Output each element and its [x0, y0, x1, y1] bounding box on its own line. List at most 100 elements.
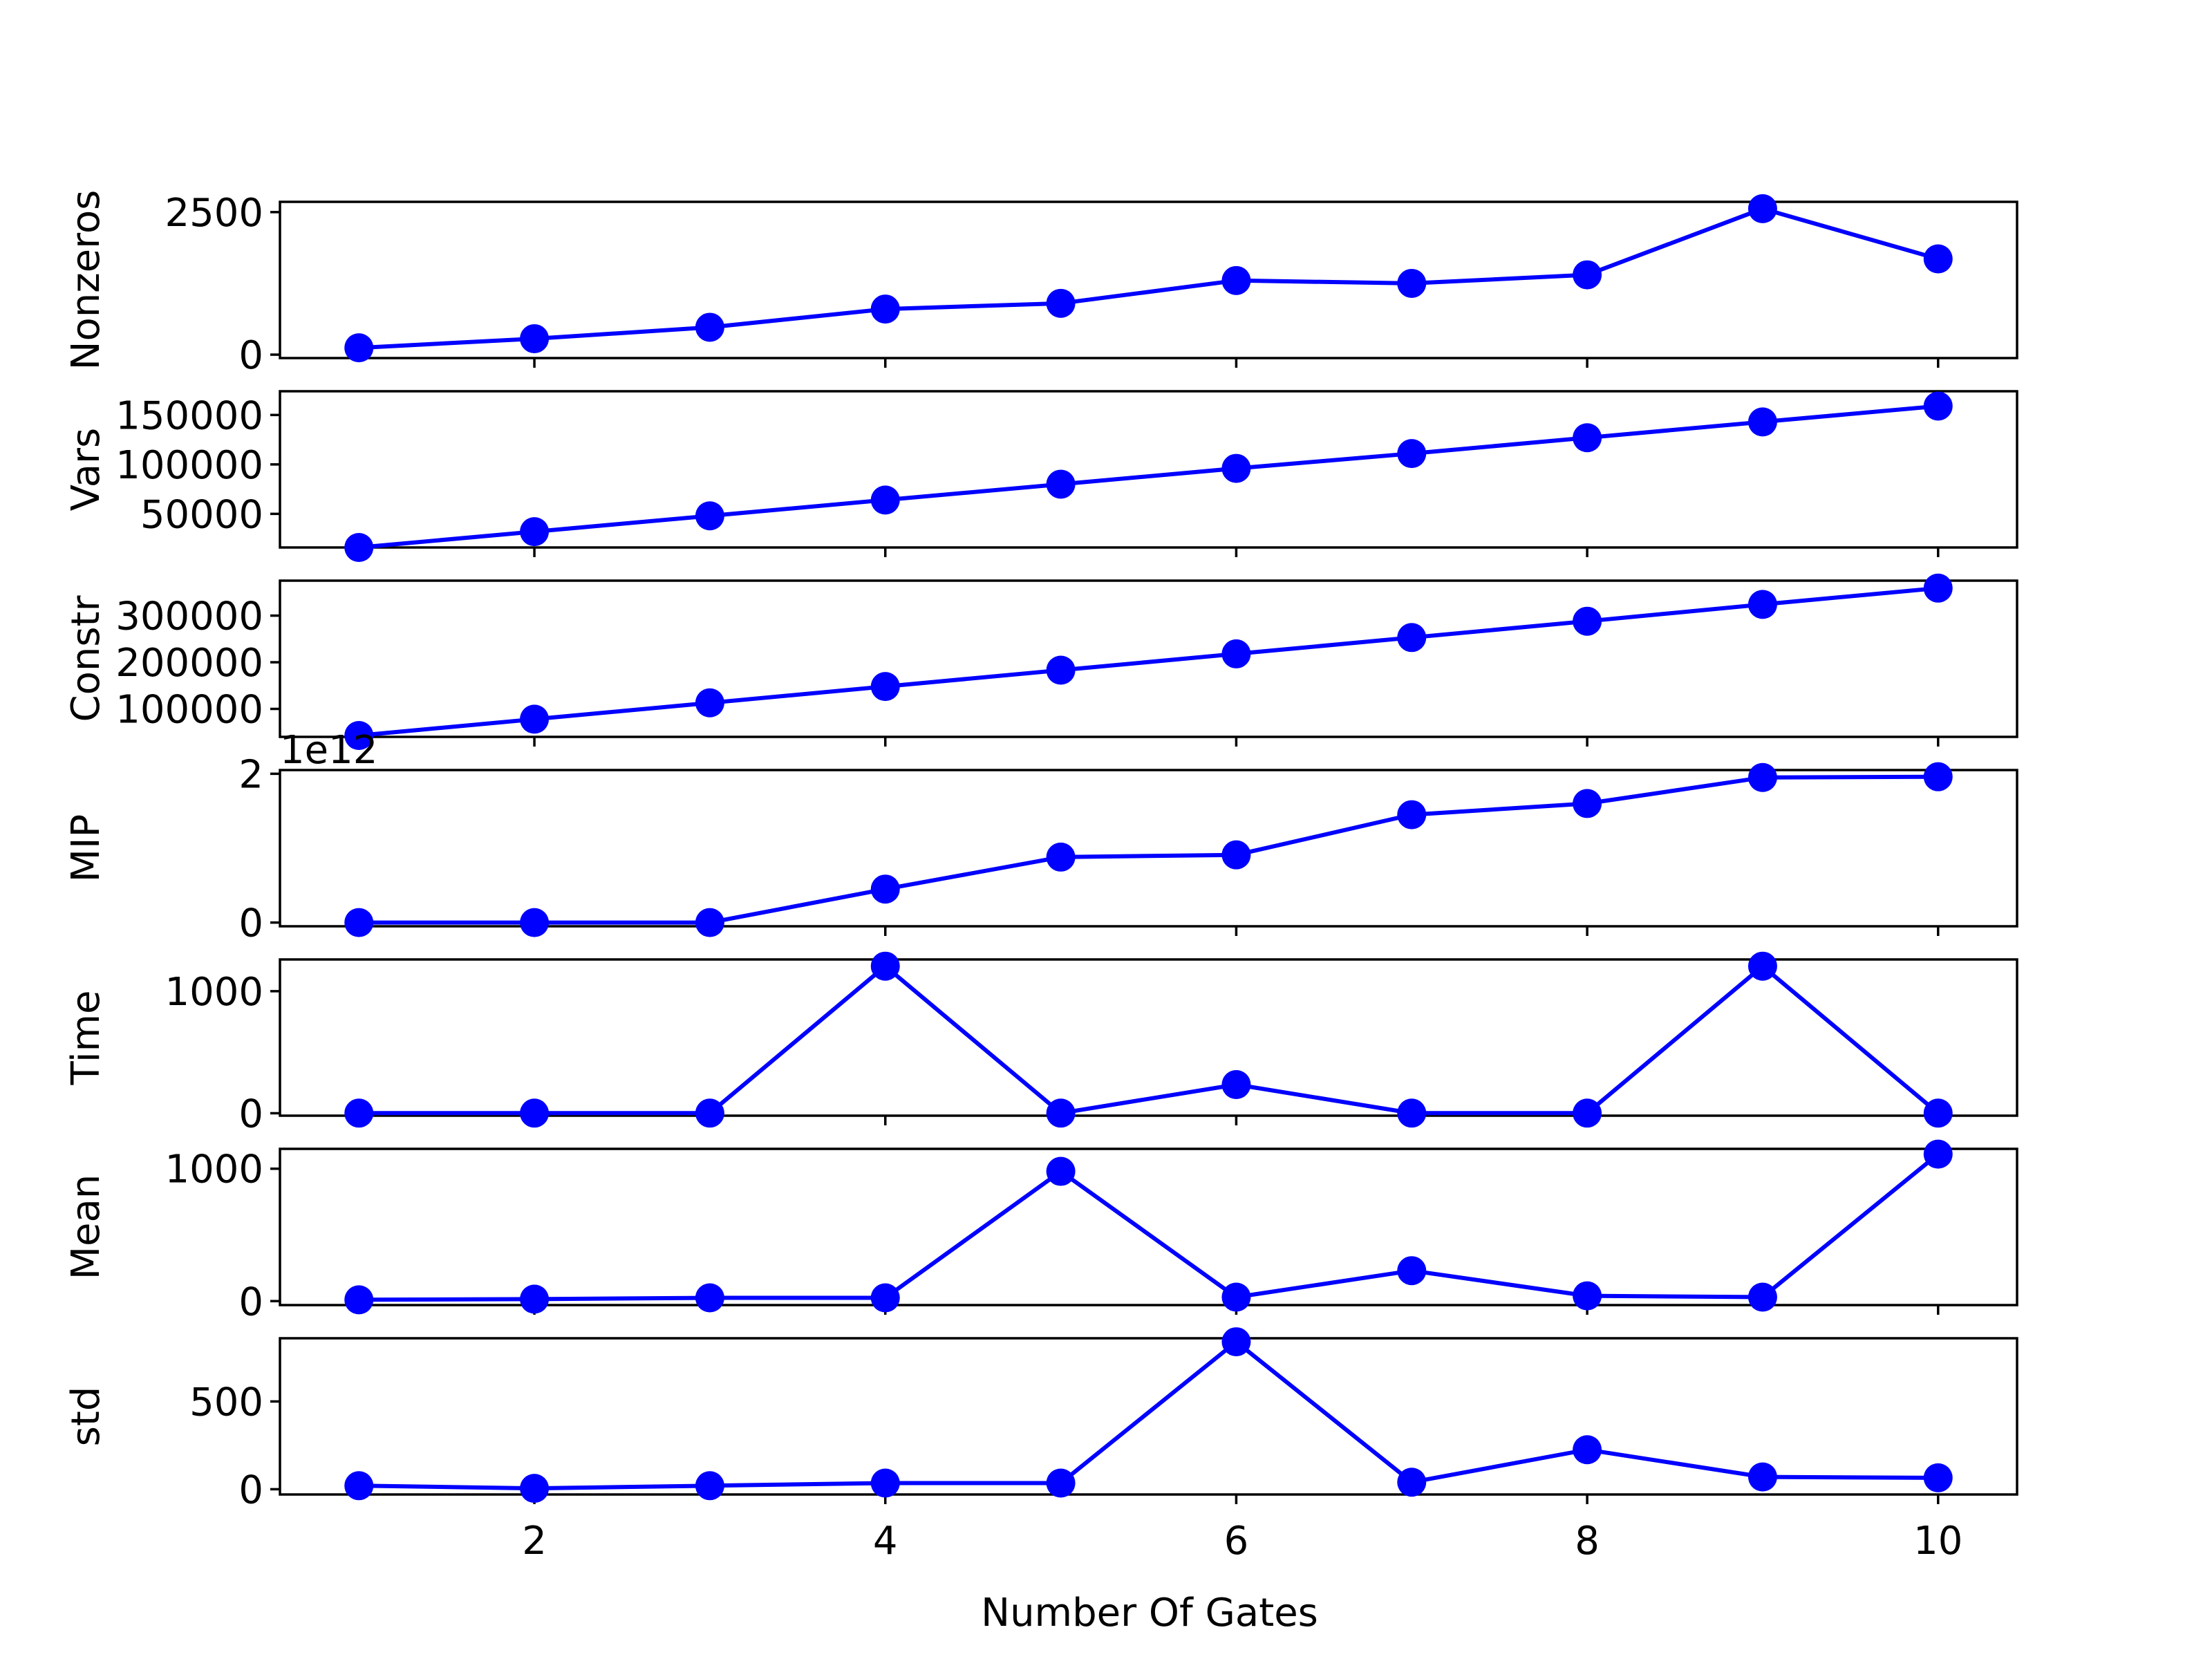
data-point [870, 951, 900, 981]
data-point [1397, 1468, 1427, 1497]
data-point [1397, 1098, 1427, 1128]
axes-frame [279, 579, 2018, 738]
data-point [1747, 590, 1777, 619]
series-line [357, 1152, 1940, 1302]
subplot-nonzeros: 0 2500 Nonzeros [64, 190, 2018, 378]
x-axis-label: Number Of Gates [981, 1591, 1318, 1635]
data-point [1046, 1156, 1076, 1186]
y-tick-label: 500 [189, 1380, 263, 1425]
data-point [1747, 407, 1777, 437]
axes-frame [279, 1147, 2018, 1306]
y-tick-label: 50000 [140, 492, 263, 537]
y-tick-label: 100000 [115, 443, 263, 488]
data-point [1747, 1462, 1777, 1492]
x-tick-label: 10 [1913, 1519, 1962, 1564]
data-point [1573, 423, 1602, 453]
data-point [520, 324, 550, 353]
data-point [695, 908, 724, 937]
series-line [357, 404, 1940, 550]
data-point [1397, 1256, 1427, 1286]
data-point [695, 501, 724, 531]
y-axis-label: Time [64, 990, 109, 1085]
data-point [344, 1098, 374, 1128]
data-point [870, 672, 900, 702]
data-point [695, 1283, 724, 1313]
axes-frame [279, 390, 2018, 549]
data-point [1046, 842, 1076, 872]
data-point [1573, 1098, 1602, 1128]
data-point [520, 908, 550, 937]
y-tick-label: 300000 [115, 594, 263, 639]
axes-frame [279, 769, 2018, 928]
data-point [1573, 1281, 1602, 1311]
data-point [1397, 268, 1427, 298]
y-tick-label: 0 [238, 333, 263, 378]
data-point [1046, 469, 1076, 499]
data-point [1221, 1069, 1251, 1099]
data-point [1747, 1282, 1777, 1312]
subplot-stack: 02500Nonzeros50000100000150000Vars100000… [64, 190, 2018, 1564]
data-point [1573, 260, 1602, 290]
series-line [357, 774, 1940, 925]
data-point [344, 333, 374, 363]
x-tick-label: 6 [1224, 1519, 1249, 1564]
y-tick-label: 1000 [165, 970, 263, 1015]
y-tick-label: 2500 [165, 191, 263, 236]
data-point [1221, 639, 1251, 668]
data-point [1397, 800, 1427, 830]
y-axis-label: MIP [64, 814, 109, 883]
data-point [1923, 1139, 1953, 1169]
data-point [344, 908, 374, 937]
data-point [1397, 439, 1427, 469]
y-tick-label: 200000 [115, 641, 263, 686]
data-point [1923, 573, 1953, 603]
data-point [1221, 1282, 1251, 1312]
data-point [1397, 623, 1427, 653]
axes-frame [279, 1337, 2018, 1496]
series-line [357, 964, 1940, 1116]
y-tick-label: 0 [238, 901, 263, 946]
data-point [870, 485, 900, 515]
x-tick-label: 2 [522, 1519, 547, 1564]
data-point [695, 1098, 724, 1128]
axes-frame [279, 200, 2018, 359]
data-point [1046, 655, 1076, 685]
data-point [1221, 1327, 1251, 1357]
data-point [344, 1285, 374, 1315]
y-tick-label: 1000 [165, 1147, 263, 1192]
x-tick-label: 4 [873, 1519, 898, 1564]
y-tick-label: 100000 [115, 688, 263, 733]
data-point [1221, 840, 1251, 870]
series-line [357, 585, 1940, 738]
data-point [1923, 391, 1953, 421]
subplot-mean: 0 1000 Mean [64, 1139, 2018, 1324]
data-point [1046, 1468, 1076, 1498]
y-tick-label: 0 [238, 1280, 263, 1324]
data-point [695, 1471, 724, 1501]
data-point [1747, 194, 1777, 223]
y-tick-label: 0 [238, 1468, 263, 1512]
subplot-std: 0 500 2 4 6 8 10 std [64, 1327, 2018, 1564]
series-line [357, 206, 1940, 350]
y-axis-label: Constr [64, 595, 109, 722]
data-point [1573, 606, 1602, 636]
data-point [520, 1284, 550, 1314]
x-tick-label: 8 [1575, 1519, 1600, 1564]
data-point [1221, 265, 1251, 295]
y-offset-label: 1e12 [280, 728, 377, 773]
data-point [344, 533, 374, 562]
data-point [520, 517, 550, 547]
data-point [1923, 244, 1953, 274]
y-tick-label: 0 [238, 1091, 263, 1136]
data-point [1923, 762, 1953, 791]
y-axis-label: std [64, 1387, 109, 1447]
data-point [1747, 951, 1777, 981]
data-point [870, 294, 900, 324]
y-axis-label: Vars [64, 428, 109, 511]
data-point [1573, 1435, 1602, 1465]
data-point [695, 312, 724, 342]
